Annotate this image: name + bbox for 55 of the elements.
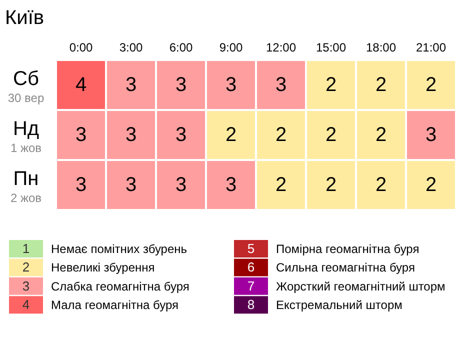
text: 3 [22,278,30,294]
data-label: 3 [225,174,237,196]
x-tick-label: 15:00 [316,40,346,54]
x-tick-label: 12:00 [266,40,296,54]
y2-tick-label: 2 жов [10,191,42,205]
y-tick-label: Нд [12,118,40,140]
data-label: 3 [125,174,137,196]
text: 8 [247,297,255,312]
text: 1 [22,241,30,256]
data-label: 2 [225,124,237,146]
x-tick-label: 21:00 [416,40,446,54]
data-label: 3 [175,174,187,196]
data-label: 3 [275,74,287,96]
data-label: 2 [375,174,387,196]
data-label: 4 [75,74,87,96]
text: Немає помітних збурень [51,242,188,256]
text: Екстремальний шторм [276,298,402,312]
text: 5 [247,241,255,256]
data-label: 2 [325,124,337,146]
text: Мала геомагнітна буря [51,298,179,312]
data-label: 3 [75,174,87,196]
text: 2 [22,260,30,275]
data-label: 3 [125,124,137,146]
y-tick-label: Пн [13,168,39,190]
data-label: 2 [425,174,437,196]
data-label: 2 [275,174,287,196]
text: Невеликі збурення [51,260,155,275]
data-label: 3 [175,74,187,96]
y2-tick-label: 1 жов [10,141,42,155]
y-tick-label: Сб [13,68,39,90]
chart-title: Київ [5,7,44,29]
data-label: 3 [175,124,187,146]
data-label: 3 [125,74,137,96]
text: Сильна геомагнітна буря [276,260,415,275]
text: 4 [22,297,30,312]
data-label: 2 [375,124,387,146]
x-tick-label: 0:00 [69,40,93,54]
data-label: 2 [275,124,287,146]
data-label: 3 [75,124,87,146]
text: 6 [247,260,255,275]
data-label: 2 [325,74,337,96]
data-label: 2 [375,74,387,96]
data-label: 2 [325,174,337,196]
text: Слабка геомагнітна буря [51,279,190,294]
data-label: 3 [225,74,237,96]
data-label: 2 [425,74,437,96]
x-tick-label: 18:00 [366,40,396,54]
text: Жорсткий геомагнітний шторм [276,279,446,294]
x-tick-label: 3:00 [119,40,143,54]
y2-tick-label: 30 вер [8,91,44,105]
data-label: 3 [425,124,437,146]
text: Помірна геомагнітна буря [276,242,420,256]
text: 7 [247,278,255,294]
x-tick-label: 9:00 [219,40,243,54]
x-tick-label: 6:00 [169,40,193,54]
